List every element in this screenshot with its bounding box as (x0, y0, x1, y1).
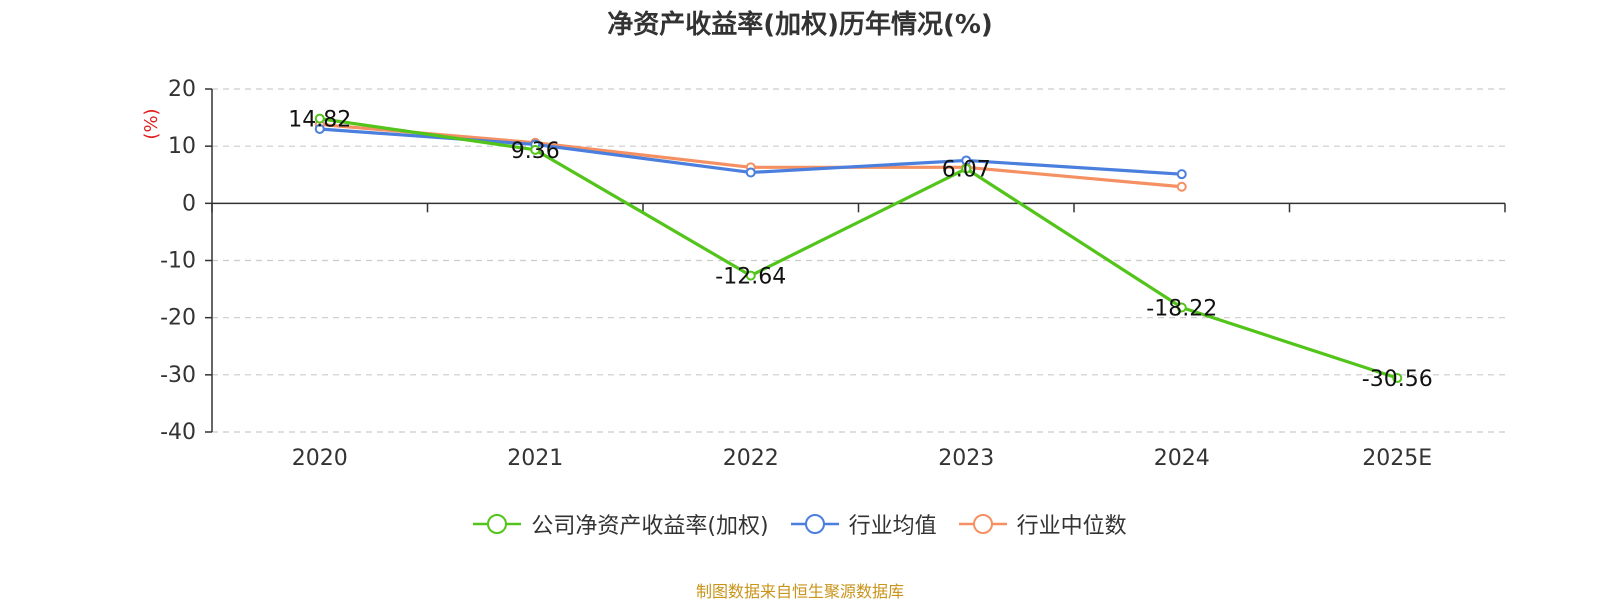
x-tick-label: 2021 (507, 446, 563, 471)
data-label: -30.56 (1362, 367, 1433, 392)
x-tick-label: 2025E (1362, 446, 1432, 471)
data-point (1176, 302, 1187, 313)
x-tick-label: 2020 (292, 446, 348, 471)
legend-label: 行业中位数 (1016, 514, 1127, 539)
data-point (961, 163, 972, 174)
axes: 20 10 0 -10 -20 -30 -40 2020 2021 2022 2023 2024 202… (141, 77, 1506, 471)
legend-item[interactable]: 行业中位数 (958, 508, 1127, 540)
y-tick-label: 10 (168, 134, 196, 159)
data-point (1392, 373, 1403, 384)
data-point (314, 124, 325, 135)
series-lines (314, 113, 1403, 384)
data-point (745, 270, 756, 281)
data-label: 9.36 (511, 139, 560, 164)
data-labels: 14.82 9.36 -12.64 6.07 -18.22 -30.56 (288, 108, 1432, 392)
x-tick-label: 2023 (938, 446, 994, 471)
x-tick-label: 2022 (723, 446, 779, 471)
legend-swatch-icon (790, 514, 839, 534)
y-tick-label: 0 (182, 191, 196, 216)
y-tick-label: -20 (160, 306, 196, 331)
data-point (530, 144, 541, 155)
y-tick-label: 20 (168, 77, 196, 102)
series-line (319, 117, 1398, 380)
data-label: -18.22 (1146, 296, 1217, 321)
grid-lines (212, 88, 1505, 433)
legend-item[interactable]: 公司净资产收益率(加权) (473, 508, 769, 540)
data-label: -12.64 (715, 265, 786, 290)
y-tick-label: -10 (160, 249, 196, 274)
data-point (314, 113, 325, 124)
data-label: 14.82 (288, 108, 351, 133)
legend-label: 行业均值 (848, 514, 937, 539)
data-point (745, 167, 756, 178)
data-point (1176, 181, 1187, 192)
legend-item[interactable]: 行业均值 (790, 508, 937, 540)
data-label: 6.07 (942, 158, 991, 183)
y-axis-label: (%) (141, 108, 162, 139)
legend-swatch-icon (473, 514, 522, 534)
data-point (1176, 169, 1187, 180)
legend-swatch-icon (958, 514, 1007, 534)
legend: 公司净资产收益率(加权) 行业均值 行业中位数 (0, 508, 1600, 540)
legend-label: 公司净资产收益率(加权) (531, 514, 769, 539)
y-tick-label: -30 (160, 363, 196, 388)
x-tick-label: 2024 (1154, 446, 1210, 471)
chart-title: 净资产收益率(加权)历年情况(%) (607, 10, 993, 40)
source-note: 制图数据来自恒生聚源数据库 (695, 582, 904, 601)
y-tick-label: -40 (160, 420, 196, 445)
